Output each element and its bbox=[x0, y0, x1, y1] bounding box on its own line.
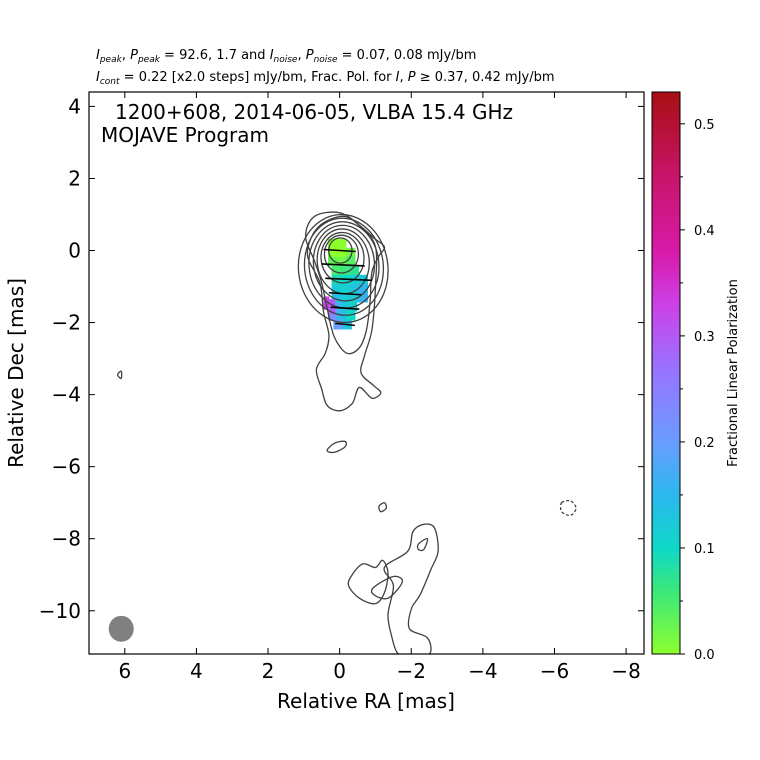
polarization-cell bbox=[345, 256, 356, 267]
intensity-contour bbox=[116, 370, 123, 380]
noise-subscript: noise bbox=[273, 55, 298, 65]
polarization-cell bbox=[336, 238, 347, 249]
chart-subtitle: MOJAVE Program bbox=[101, 123, 269, 147]
y-tick-label: −8 bbox=[52, 527, 81, 551]
x-tick-label: 4 bbox=[190, 659, 203, 683]
x-tick-label: 2 bbox=[262, 659, 275, 683]
y-tick-label: 2 bbox=[68, 166, 81, 190]
intensity-symbol: I bbox=[96, 70, 100, 85]
polarization-cell bbox=[328, 238, 338, 249]
polarization-cell bbox=[336, 256, 347, 267]
intensity-contour bbox=[304, 211, 386, 355]
y-tick-label: −2 bbox=[52, 311, 81, 335]
y-tick-label: 4 bbox=[68, 94, 81, 118]
intensity-contour bbox=[416, 537, 429, 552]
polarization-symbol: P bbox=[305, 48, 314, 63]
intensity-symbol: I bbox=[395, 70, 400, 85]
separator: , bbox=[399, 70, 408, 85]
y-tick-label: −4 bbox=[52, 383, 81, 407]
colorbar bbox=[651, 91, 681, 655]
core-contour bbox=[312, 224, 376, 302]
core-contour bbox=[303, 217, 385, 316]
polarization-cell bbox=[331, 292, 342, 303]
evpa-tick bbox=[330, 306, 360, 310]
polarization-cell bbox=[331, 265, 342, 276]
colorbar-tick-label: 0.5 bbox=[694, 118, 715, 133]
intensity-contour bbox=[306, 215, 382, 412]
plot-frame bbox=[88, 91, 645, 655]
x-tick-label: −4 bbox=[468, 659, 497, 683]
beam-ellipse bbox=[108, 615, 134, 642]
header-contour-line: Icont = 0.22 [x2.0 steps] mJy/bm, Frac. … bbox=[96, 70, 555, 87]
polarization-cell bbox=[331, 283, 342, 294]
peak-subscript: peak bbox=[99, 55, 122, 65]
header-noise-line: Ipeak, Ppeak = 92.6, 1.7 and Inoise, Pno… bbox=[96, 48, 476, 65]
y-tick-label: −10 bbox=[39, 599, 81, 623]
polarization-cell bbox=[358, 283, 368, 294]
polarization-cell bbox=[328, 256, 338, 267]
peak-values: = 92.6, 1.7 and bbox=[159, 48, 270, 63]
x-tick-label: −2 bbox=[397, 659, 426, 683]
colorbar-tick-label: 0.3 bbox=[694, 330, 715, 345]
core-contour bbox=[297, 213, 389, 324]
x-tick-label: −8 bbox=[611, 659, 640, 683]
y-axis-label: Relative Dec [mas] bbox=[4, 278, 28, 468]
evpa-tick bbox=[328, 291, 362, 296]
polarization-cell bbox=[328, 247, 338, 258]
intensity-contour bbox=[370, 575, 404, 600]
cont-subscript: cont bbox=[99, 77, 120, 87]
intensity-symbol: I bbox=[269, 48, 274, 63]
polarization-cell bbox=[345, 310, 356, 321]
core-contour bbox=[323, 234, 360, 274]
polarization-cell bbox=[340, 292, 351, 303]
x-tick-label: −6 bbox=[540, 659, 569, 683]
polarization-cell bbox=[349, 283, 360, 294]
separator: , bbox=[297, 48, 306, 63]
fracpol-threshold: ≥ 0.37, 0.42 mJy/bm bbox=[415, 70, 555, 85]
polarization-cell bbox=[349, 265, 360, 276]
y-tick-label: 0 bbox=[68, 239, 81, 263]
polarization-cell bbox=[340, 283, 351, 294]
polarization-symbol: P bbox=[407, 70, 416, 85]
polarization-cell bbox=[345, 247, 356, 258]
x-tick-label: 6 bbox=[118, 659, 131, 683]
colorbar-tick-label: 0.1 bbox=[694, 542, 715, 557]
colorbar-tick-label: 0.2 bbox=[694, 436, 715, 451]
evpa-tick bbox=[323, 248, 356, 253]
polarization-cell bbox=[349, 292, 360, 303]
polarization-cell bbox=[331, 274, 342, 285]
intensity-contour bbox=[383, 523, 439, 654]
colorbar-label: Fractional Linear Polarization bbox=[726, 279, 741, 467]
y-tick-label: −6 bbox=[52, 455, 81, 479]
intensity-contour bbox=[326, 440, 347, 454]
colorbar-tick-label: 0.4 bbox=[694, 224, 715, 239]
contour-values: = 0.22 [x2.0 steps] mJy/bm, Frac. Pol. f… bbox=[119, 70, 396, 85]
noise-subscript: noise bbox=[313, 55, 338, 65]
polarization-cell bbox=[333, 319, 343, 330]
polarization-cell bbox=[358, 292, 368, 303]
core-contour bbox=[320, 231, 365, 284]
x-tick-label: 0 bbox=[333, 659, 346, 683]
x-axis-label: Relative RA [mas] bbox=[277, 689, 455, 713]
polarization-cell bbox=[328, 310, 338, 321]
polarization-cell bbox=[338, 301, 349, 312]
polarization-symbol: P bbox=[130, 48, 138, 63]
evpa-tick bbox=[335, 322, 355, 327]
separator: , bbox=[121, 48, 131, 63]
polarization-cell bbox=[336, 247, 347, 258]
polarization-cell bbox=[340, 265, 351, 276]
evpa-tick bbox=[321, 263, 365, 267]
negative-contour bbox=[559, 499, 577, 517]
intensity-symbol: I bbox=[96, 48, 100, 63]
evpa-tick bbox=[325, 277, 372, 282]
noise-values: = 0.07, 0.08 mJy/bm bbox=[337, 48, 477, 63]
chart-title: 1200+608, 2014-06-05, VLBA 15.4 GHz bbox=[115, 100, 513, 124]
intensity-contour bbox=[378, 502, 387, 513]
intensity-contour bbox=[347, 559, 389, 605]
colorbar-tick-label: 0.0 bbox=[694, 648, 715, 663]
peak-subscript: peak bbox=[137, 55, 160, 65]
